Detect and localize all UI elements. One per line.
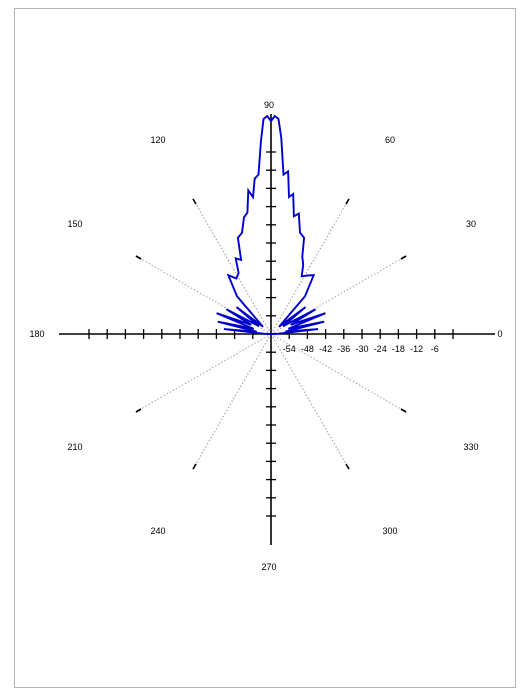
pattern-point <box>252 196 254 198</box>
pattern-point <box>315 308 316 310</box>
pattern-point <box>253 328 255 330</box>
spoke-mark-120 <box>192 198 197 205</box>
angle-label-300: 300 <box>382 526 397 536</box>
pattern-point <box>227 274 229 276</box>
angle-label-0: 0 <box>497 329 502 339</box>
pattern-point <box>235 278 237 279</box>
radial-tick-label: -54 <box>283 344 296 354</box>
spoke-60 <box>270 203 347 335</box>
angle-label-120: 120 <box>150 135 165 145</box>
pattern-point <box>293 215 295 217</box>
pattern-point <box>243 216 245 218</box>
radial-tick-label: -6 <box>431 344 439 354</box>
pattern-point <box>216 312 218 314</box>
pattern-point <box>223 328 225 330</box>
spoke-240 <box>195 333 272 465</box>
spoke-mark-240 <box>192 463 197 470</box>
pattern-point <box>241 232 243 234</box>
pattern-point <box>258 174 259 176</box>
pattern-point <box>247 212 248 214</box>
pattern-point <box>280 137 282 139</box>
spoke-300 <box>270 333 347 465</box>
cartesian-axes <box>59 114 495 545</box>
pattern-point <box>302 264 304 266</box>
pattern-point <box>290 324 292 326</box>
pattern-point <box>287 171 289 172</box>
pattern-point <box>288 328 289 330</box>
pattern-point <box>238 272 240 274</box>
pattern-point <box>237 237 239 239</box>
pattern-point <box>278 118 279 120</box>
angle-labels: 0 30 60 90 120 150 180 210 240 270 300 330 <box>29 100 502 572</box>
pattern-point <box>217 321 219 323</box>
spoke-mark-30 <box>400 255 407 260</box>
pattern-point <box>313 274 315 276</box>
pattern-point <box>258 325 260 327</box>
pattern-point <box>303 237 305 239</box>
pattern-point <box>299 232 301 234</box>
radial-tick-label: -48 <box>301 344 314 354</box>
spoke-mark-330 <box>400 408 407 413</box>
pattern-point <box>307 275 308 276</box>
pattern-point <box>236 306 238 308</box>
chart-frame <box>14 8 516 688</box>
angle-label-90: 90 <box>264 100 274 110</box>
pattern-point <box>305 306 306 308</box>
pattern-point <box>304 295 306 297</box>
pattern-point <box>301 256 303 257</box>
pattern-point <box>323 321 325 323</box>
pattern-point <box>263 118 264 120</box>
radial-tick-label: -30 <box>355 344 368 354</box>
pattern-point <box>266 115 268 117</box>
pattern-point <box>254 178 256 180</box>
spoke-120 <box>195 203 272 335</box>
pattern-point <box>298 213 300 215</box>
pattern-point <box>270 120 272 122</box>
pattern-point <box>235 257 237 259</box>
radial-tick-label: -24 <box>374 344 387 354</box>
radiation-pattern <box>216 114 326 335</box>
pattern-point <box>256 331 257 333</box>
angle-label-240: 240 <box>150 526 165 536</box>
pattern-point <box>282 325 284 327</box>
angle-label-270: 270 <box>261 562 276 572</box>
spoke-330 <box>270 333 402 410</box>
pattern-point <box>250 324 252 326</box>
pattern-point <box>226 308 227 310</box>
spoke-mark-210 <box>135 408 142 413</box>
angle-label-330: 330 <box>463 442 478 452</box>
angle-label-30: 30 <box>466 219 476 229</box>
angle-label-60: 60 <box>385 135 395 145</box>
spoke-mark-60 <box>345 198 350 205</box>
pattern-point <box>262 326 264 328</box>
radial-tick-label: -36 <box>337 344 350 354</box>
spoke-210 <box>140 333 272 410</box>
pattern-point <box>278 326 280 328</box>
pattern-point <box>263 333 265 335</box>
spoke-mark-150 <box>135 255 142 260</box>
angle-label-180: 180 <box>29 329 44 339</box>
radial-tick-label: -18 <box>392 344 405 354</box>
pattern-point <box>292 193 294 195</box>
pattern-point <box>283 174 284 176</box>
radial-tick-label: -42 <box>319 344 332 354</box>
pattern-point <box>247 190 249 191</box>
pattern-point <box>324 312 326 314</box>
angle-label-210: 210 <box>67 442 82 452</box>
pattern-point <box>274 115 276 117</box>
pattern-point <box>288 196 290 198</box>
pattern-point <box>301 275 303 277</box>
radial-tick-labels: -54 -48 -42 -36 -30 -24 -18 -12 -6 <box>283 344 439 354</box>
pattern-point <box>236 295 238 297</box>
pattern-point <box>277 333 279 335</box>
pattern-point <box>240 259 242 261</box>
angle-label-150: 150 <box>67 219 82 229</box>
pattern-point <box>260 141 262 143</box>
pattern-point <box>285 331 286 333</box>
radial-tick-label: -12 <box>410 344 423 354</box>
pattern-point <box>317 328 319 330</box>
spoke-mark-300 <box>345 463 350 470</box>
